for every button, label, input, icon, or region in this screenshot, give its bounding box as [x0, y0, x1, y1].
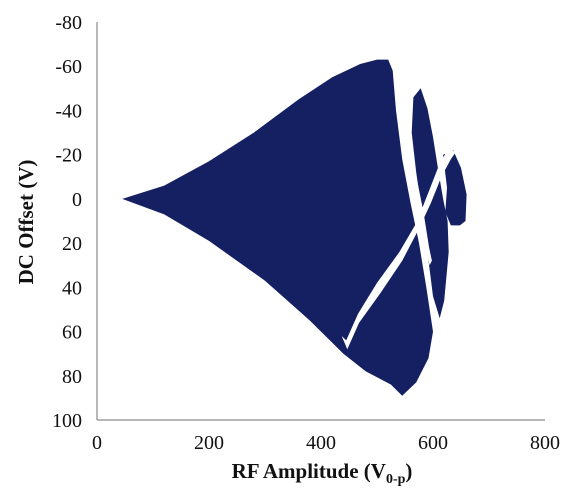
stability-right-lobe [443, 150, 467, 226]
y-tick-label: -40 [55, 100, 82, 122]
y-axis-title: DC Offset (V) [14, 160, 38, 285]
stability-main [122, 59, 433, 396]
x-tick-label: 200 [194, 432, 224, 454]
y-tick-label: -20 [55, 145, 82, 167]
y-tick-label: -80 [55, 12, 82, 34]
y-tick-label: 0 [72, 189, 82, 211]
y-tick-label: 20 [62, 233, 82, 255]
x-tick-label: 600 [418, 432, 448, 454]
x-tick-label: 0 [92, 432, 102, 454]
stability-gaps [341, 57, 456, 350]
white-gap-upper [394, 57, 432, 266]
x-tick-labels: 0 200 400 600 800 [92, 432, 560, 454]
y-tick-label: -60 [55, 56, 82, 78]
white-gap-lower [341, 148, 456, 350]
y-tick-label: 60 [62, 322, 82, 344]
x-axis-title: RF Amplitude (V0-p) [232, 459, 413, 487]
y-tick-labels: -80 -60 -40 -20 0 20 40 60 80 100 [52, 12, 82, 432]
y-tick-label: 100 [52, 410, 82, 432]
y-tick-label: 40 [62, 277, 82, 299]
x-axis-title-subscript: 0-p [386, 472, 406, 487]
x-tick-label: 800 [530, 432, 560, 454]
x-axis-title-text: RF Amplitude (V [232, 459, 386, 483]
y-tick-label: 80 [62, 366, 82, 388]
x-tick-label: 400 [306, 432, 336, 454]
x-axis-title-close: ) [405, 459, 412, 483]
